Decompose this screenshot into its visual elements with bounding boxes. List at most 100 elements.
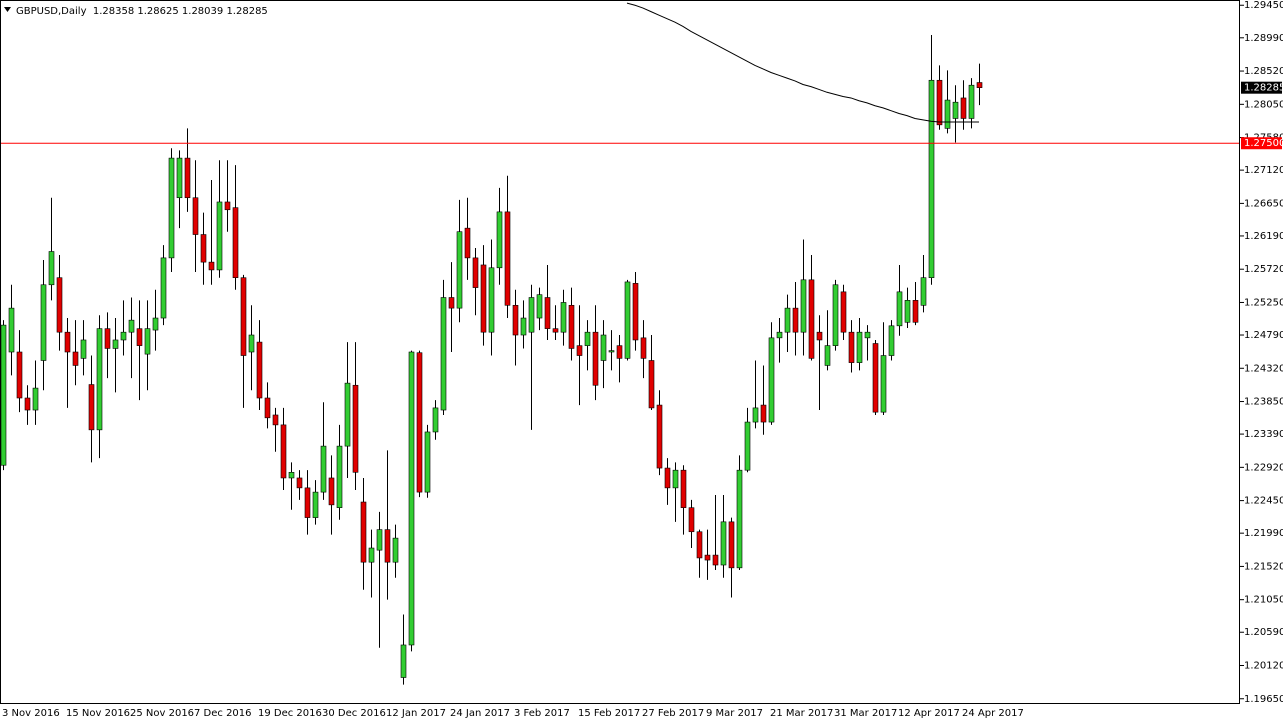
candle-body xyxy=(536,294,543,319)
candle-body xyxy=(432,407,439,433)
candle-body xyxy=(840,291,847,333)
candle-body xyxy=(176,157,183,199)
candle-body xyxy=(480,264,487,333)
candle-body xyxy=(552,328,559,333)
candle-body xyxy=(248,334,255,353)
candle-body xyxy=(440,297,447,411)
candle-body xyxy=(472,257,479,288)
candle-body xyxy=(952,101,959,119)
candle-body xyxy=(640,337,647,359)
x-tick-label: 7 Dec 2016 xyxy=(194,708,252,719)
candle-body xyxy=(704,554,711,561)
candle-body xyxy=(696,531,703,559)
y-tick-label: 1.21050 xyxy=(1244,595,1283,606)
candle-body xyxy=(904,300,911,323)
candle-body xyxy=(824,345,831,366)
candle-body xyxy=(944,99,951,129)
y-tick-label: 1.21520 xyxy=(1244,561,1283,572)
candle-body xyxy=(448,297,455,309)
y-tick-label: 1.23390 xyxy=(1244,429,1283,440)
candle-body xyxy=(144,328,151,355)
candle-body xyxy=(808,279,815,359)
last-price-box xyxy=(1241,81,1282,94)
candle-body xyxy=(496,211,503,269)
candle-body xyxy=(712,554,719,566)
candle-body xyxy=(368,547,375,563)
candle-body xyxy=(24,397,31,411)
y-tick-label: 1.21990 xyxy=(1244,528,1283,539)
candle-body xyxy=(800,279,807,333)
y-tick-label: 1.22450 xyxy=(1244,496,1283,507)
candle-body xyxy=(848,331,855,363)
candle-body xyxy=(936,79,943,126)
candle-body xyxy=(504,211,511,306)
candle-body xyxy=(648,360,655,409)
moving-average xyxy=(626,2,979,123)
candle-body xyxy=(456,231,463,309)
candle-body xyxy=(184,157,191,199)
candle-body xyxy=(48,251,55,286)
candle-body xyxy=(616,345,623,359)
candle-body xyxy=(168,157,175,259)
y-tick-label: 1.26650 xyxy=(1244,198,1283,209)
candle-body xyxy=(384,529,391,563)
candle-body xyxy=(392,537,399,563)
candle-body xyxy=(888,325,895,356)
candle-body xyxy=(528,297,535,333)
candle-body xyxy=(288,472,295,479)
candle-body xyxy=(280,424,287,479)
y-tick-label: 1.27120 xyxy=(1244,165,1283,176)
candle-body xyxy=(312,491,319,518)
candle-body xyxy=(304,487,311,518)
y-tick-label: 1.29450 xyxy=(1244,0,1283,11)
x-tick-label: 31 Mar 2017 xyxy=(834,708,897,719)
candle-body xyxy=(664,467,671,489)
level-label-box xyxy=(1241,137,1282,150)
candle-body xyxy=(752,407,759,423)
candle-body xyxy=(152,317,159,331)
candle-body xyxy=(216,201,223,271)
candle-body xyxy=(64,331,71,353)
candle-body xyxy=(192,197,199,235)
candle-body xyxy=(400,644,407,678)
candle-body xyxy=(864,331,871,339)
candle-body xyxy=(568,304,575,349)
y-tick-label: 1.26190 xyxy=(1244,231,1283,242)
candle-body xyxy=(336,445,343,508)
y-tick-label: 1.24790 xyxy=(1244,330,1283,341)
candle-body xyxy=(872,343,879,413)
candle-body xyxy=(296,477,303,489)
y-tick-label: 1.20590 xyxy=(1244,627,1283,638)
candle-body xyxy=(896,291,903,327)
candle-body xyxy=(968,84,975,119)
candle-body xyxy=(728,521,735,569)
candle-body xyxy=(744,421,751,471)
candle-body xyxy=(240,277,247,356)
x-tick-label: 3 Nov 2016 xyxy=(2,708,60,719)
candle-body xyxy=(768,337,775,423)
candle-body xyxy=(976,82,983,88)
candle-body xyxy=(104,328,111,349)
candle-body xyxy=(784,307,791,333)
x-tick-label: 15 Feb 2017 xyxy=(578,708,640,719)
candle-body xyxy=(560,302,567,333)
candle-body xyxy=(688,507,695,533)
y-tick-label: 1.20120 xyxy=(1244,660,1283,671)
candle-body xyxy=(352,384,359,473)
candle-body xyxy=(40,284,47,361)
y-tick-label: 1.25250 xyxy=(1244,297,1283,308)
candle-body xyxy=(344,382,351,447)
candle-body xyxy=(8,307,15,353)
candle-body xyxy=(512,304,519,336)
candle-body xyxy=(32,387,39,411)
y-tick-label: 1.28520 xyxy=(1244,66,1283,77)
candle-body xyxy=(16,351,23,399)
candle-body xyxy=(200,234,207,263)
candle-body xyxy=(856,331,863,363)
candle-body xyxy=(520,317,527,336)
candle-body xyxy=(272,414,279,426)
candle-body xyxy=(80,339,87,359)
candle-body xyxy=(424,431,431,493)
